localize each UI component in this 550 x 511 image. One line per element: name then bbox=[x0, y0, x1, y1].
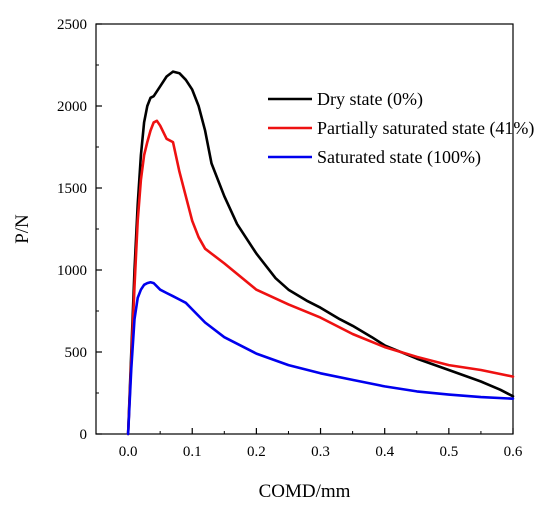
y-tick-label: 2000 bbox=[57, 99, 87, 115]
x-tick-label: 0.6 bbox=[504, 444, 523, 460]
x-axis-title: COMD/mm bbox=[259, 481, 351, 502]
x-tick-label: 0.4 bbox=[375, 444, 394, 460]
y-axis: 0 500 1000 1500 2000 2500 bbox=[57, 17, 102, 443]
series-line-1 bbox=[126, 70, 515, 436]
legend-label-3: Saturated state (100%) bbox=[317, 147, 481, 168]
series-line-2 bbox=[126, 119, 515, 436]
legend-label-1: Dry state (0%) bbox=[317, 89, 423, 110]
x-tick-label: 0.1 bbox=[183, 444, 202, 460]
series-group bbox=[126, 70, 515, 436]
series-line-3 bbox=[126, 281, 515, 436]
y-tick-label: 500 bbox=[65, 345, 88, 361]
plot-border bbox=[95, 23, 514, 435]
y-tick-label: 0 bbox=[80, 427, 88, 443]
y-tick-label: 2500 bbox=[57, 17, 87, 33]
x-tick-label: 0.5 bbox=[439, 444, 458, 460]
y-tick-label: 1500 bbox=[57, 181, 87, 197]
legend: Dry state (0%) Partially saturated state … bbox=[268, 89, 534, 168]
legend-label-2: Partially saturated state (41%) bbox=[317, 118, 534, 139]
y-axis-title: P/N bbox=[12, 214, 33, 244]
x-axis: 0.0 0.1 0.2 0.3 0.4 0.5 0.6 bbox=[95, 428, 523, 460]
y-tick-label: 1000 bbox=[57, 263, 87, 279]
x-tick-label: 0.2 bbox=[247, 444, 266, 460]
x-tick-label: 0.3 bbox=[311, 444, 330, 460]
x-tick-label: 0.0 bbox=[119, 444, 138, 460]
plot-frame bbox=[95, 23, 514, 435]
